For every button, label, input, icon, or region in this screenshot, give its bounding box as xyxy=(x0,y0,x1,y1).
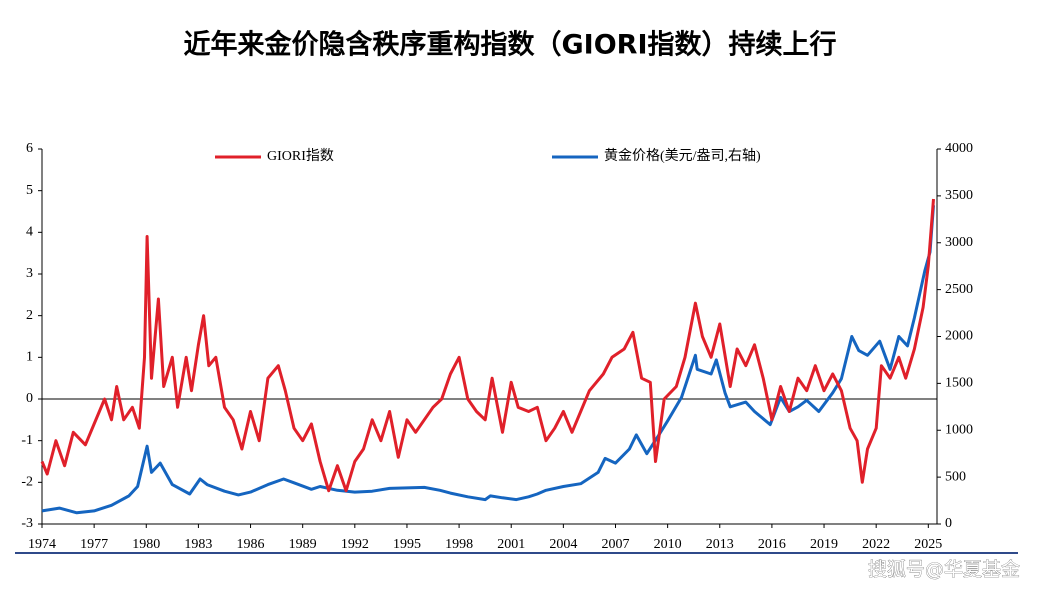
y-tick-label: 1 xyxy=(26,350,33,365)
x-tick-label: 2019 xyxy=(810,537,838,552)
y2-tick-label: 4000 xyxy=(945,141,973,156)
y2-tick-label: 1500 xyxy=(945,376,973,391)
y-tick-label: 4 xyxy=(26,225,33,240)
x-tick-label: 2010 xyxy=(654,537,682,552)
x-tick-label: 1974 xyxy=(28,537,56,552)
x-tick-label: 2013 xyxy=(706,537,734,552)
x-tick-label: 2016 xyxy=(758,537,786,552)
x-tick-label: 2004 xyxy=(549,537,577,552)
series-line xyxy=(41,205,935,515)
y2-tick-label: 2000 xyxy=(945,329,973,344)
x-tick-label: 1986 xyxy=(237,537,265,552)
y-tick-label: 3 xyxy=(26,266,33,281)
y2-tick-label: 3000 xyxy=(945,235,973,250)
x-tick-label: 1977 xyxy=(80,537,108,552)
legend-label: 黄金价格(美元/盎司,右轴) xyxy=(604,147,761,164)
x-tick-label: 2007 xyxy=(601,537,629,552)
y2-tick-label: 3500 xyxy=(945,188,973,203)
series-line xyxy=(40,198,935,493)
y-tick-label: -2 xyxy=(21,475,33,490)
watermark: 搜狐号@华夏基金 xyxy=(868,559,1020,581)
y2-tick-label: 2500 xyxy=(945,282,973,297)
y-tick-label: 5 xyxy=(26,183,33,198)
x-tick-label: 1980 xyxy=(132,537,160,552)
x-tick-label: 1983 xyxy=(184,537,212,552)
chart-title: 近年来金价隐含秩序重构指数（GIORI指数）持续上行 xyxy=(184,29,837,61)
y-tick-label: 6 xyxy=(26,141,33,156)
y-tick-label: -3 xyxy=(21,516,33,531)
x-tick-label: 2022 xyxy=(862,537,890,552)
legend-label: GIORI指数 xyxy=(267,148,334,164)
y2-tick-label: 1000 xyxy=(945,422,973,437)
x-tick-label: 2025 xyxy=(914,537,942,552)
y-tick-label: -1 xyxy=(21,433,33,448)
x-tick-label: 1989 xyxy=(289,537,317,552)
y-tick-label: 0 xyxy=(26,391,33,406)
y-tick-label: 2 xyxy=(26,308,33,323)
x-tick-label: 2001 xyxy=(497,537,525,552)
x-tick-label: 1992 xyxy=(341,537,369,552)
y2-tick-label: 500 xyxy=(945,469,966,484)
x-tick-label: 1995 xyxy=(393,537,421,552)
x-tick-label: 1998 xyxy=(445,537,473,552)
y2-tick-label: 0 xyxy=(945,516,952,531)
